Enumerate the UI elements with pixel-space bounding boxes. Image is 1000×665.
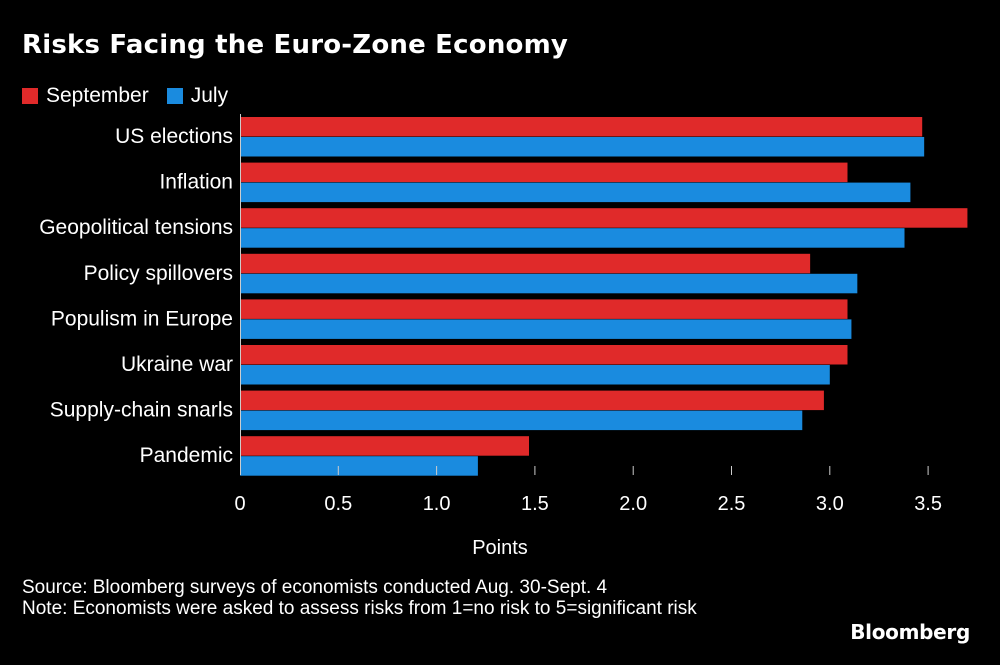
legend-label-july: July	[190, 84, 229, 107]
legend-swatch-september	[22, 88, 38, 104]
legend-label-september: September	[46, 84, 149, 107]
chart-title: Risks Facing the Euro-Zone Economy	[22, 30, 569, 60]
x-tick-label: 1.5	[521, 493, 549, 515]
category-label: Inflation	[159, 171, 233, 194]
bar-september	[240, 208, 968, 228]
legend-swatch-july	[166, 88, 183, 104]
bar-july	[240, 273, 858, 294]
x-tick-label: 0.5	[324, 493, 352, 515]
methodology-note: Note: Economists were asked to assess ri…	[22, 598, 697, 619]
category-label: Geopolitical tensions	[39, 216, 233, 239]
category-label: Supply-chain snarls	[50, 399, 233, 422]
bar-september	[240, 253, 811, 274]
category-label: Ukraine war	[121, 353, 233, 376]
x-tick-label: 2.0	[619, 493, 647, 515]
bar-july	[240, 228, 905, 248]
bar-july	[240, 410, 803, 431]
source-note: Source: Bloomberg surveys of economists …	[22, 577, 608, 598]
bar-september	[240, 390, 824, 411]
bar-september	[240, 117, 923, 137]
bar-september	[240, 345, 848, 365]
legend-item-july: July	[166, 84, 229, 108]
bar-july	[240, 319, 852, 339]
category-label: Pandemic	[140, 444, 233, 467]
category-label: Policy spillovers	[84, 262, 233, 285]
x-tick-label: 3.0	[816, 493, 844, 515]
x-tick-label: 1.0	[423, 493, 451, 515]
category-label: Populism in Europe	[51, 307, 233, 330]
bar-july	[240, 137, 925, 157]
bar-july	[240, 365, 830, 385]
bar-september	[240, 162, 848, 183]
legend-item-september: September	[22, 84, 149, 108]
x-axis-title: Points	[472, 537, 528, 559]
footnotes: Source: Bloomberg surveys of economists …	[22, 577, 802, 619]
legend: September July	[22, 84, 246, 108]
category-label: US elections	[115, 125, 233, 148]
bar-july	[240, 182, 911, 203]
x-tick-label: 3.5	[914, 493, 942, 515]
bar-september	[240, 299, 848, 319]
bar-july	[240, 456, 478, 476]
bar-september	[240, 436, 530, 456]
x-tick-label: 2.5	[718, 493, 746, 515]
bloomberg-logo: Bloomberg	[850, 620, 970, 644]
x-tick-label: 0	[234, 493, 245, 515]
